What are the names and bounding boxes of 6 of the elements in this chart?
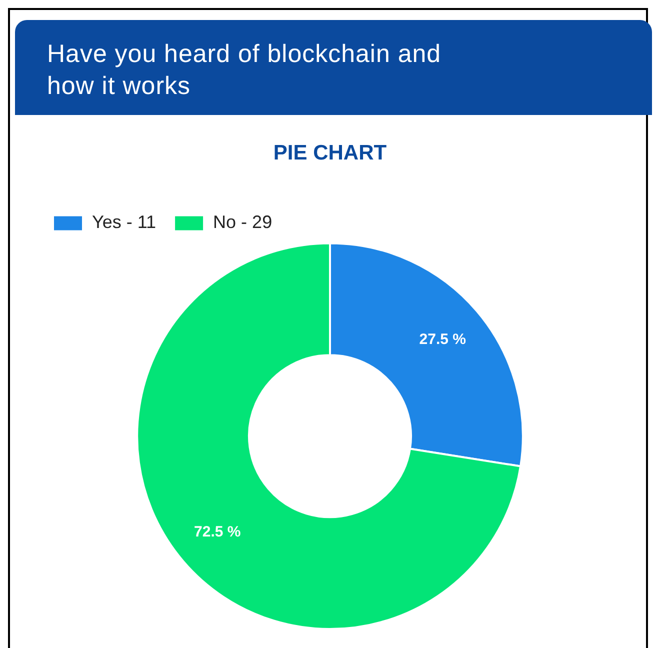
chart-title: Have you heard of blockchain and how it works xyxy=(15,20,652,115)
legend-label: No - 29 xyxy=(213,212,272,232)
data-label: 27.5 % xyxy=(419,331,466,348)
data-label: 72.5 % xyxy=(194,523,241,540)
chart-subtitle: PIE CHART xyxy=(273,141,387,164)
legend-label: Yes - 11 xyxy=(92,212,156,232)
